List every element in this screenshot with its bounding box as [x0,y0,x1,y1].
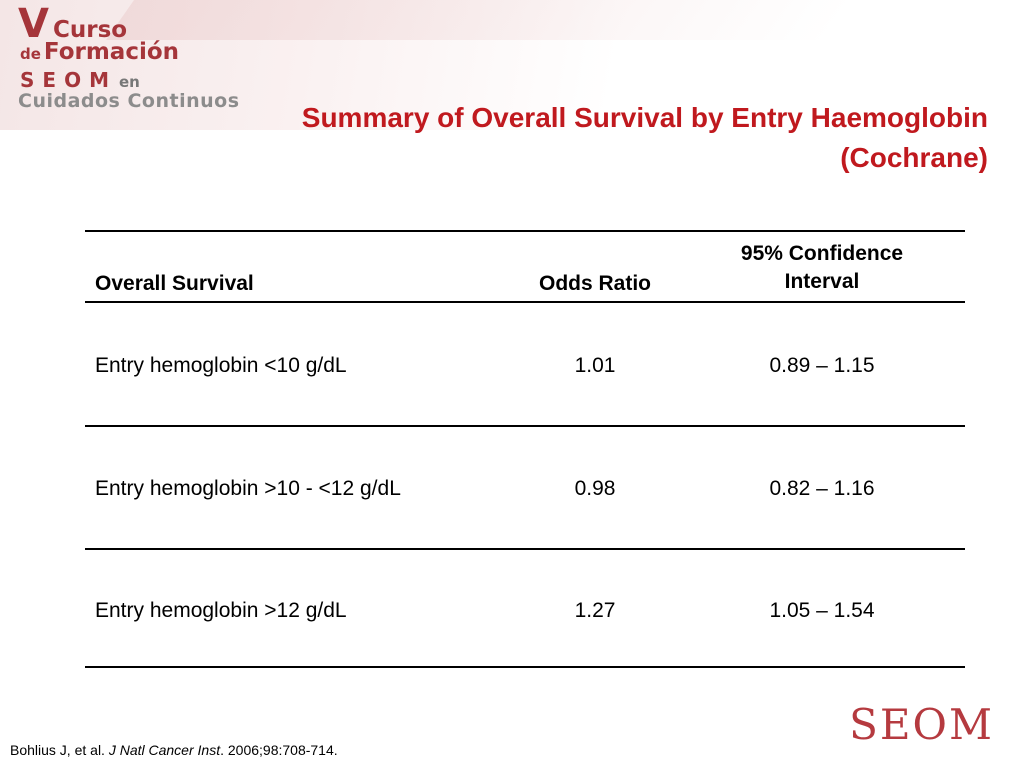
logo-roman-numeral: V [18,1,49,47]
logo-de: de [20,45,41,63]
header-overall-survival: Overall Survival [95,272,254,295]
logo-curso: Curso [52,17,128,43]
logo-line-4: Cuidados Continuos [18,90,240,112]
slide-title: Summary of Overall Survival by Entry Hae… [128,98,988,178]
citation-details: . 2006;98:708-714. [220,742,338,758]
row-3-ci: 1.05 – 1.54 [769,599,875,622]
row-1-ci: 0.89 – 1.15 [769,354,875,377]
row-3-label: Entry hemoglobin >12 g/dL [95,599,347,622]
citation: Bohlius J, et al. J Natl Cancer Inst. 20… [10,742,338,758]
table-rule-row-2 [85,548,965,550]
row-1-odds-ratio: 1.01 [574,354,616,377]
logo-formacion: Formación [43,39,180,65]
logo-en: en [118,73,140,91]
table-rule-row-1 [85,425,965,427]
table-rule-row-3 [85,666,965,668]
logo-line-1: V Curso [18,4,127,44]
table-rule-header [85,301,965,303]
header-confidence-interval: 95% Confidence Interval [740,242,904,293]
seom-logo: SEOM [849,700,994,749]
citation-journal: J Natl Cancer Inst [108,742,221,758]
slide-title-line-1: Summary of Overall Survival by Entry Hae… [301,102,988,133]
header-odds-ratio: Odds Ratio [538,272,651,295]
citation-authors: Bohlius J, et al. [10,742,109,758]
row-1-label: Entry hemoglobin <10 g/dL [95,354,347,377]
slide-title-line-2: (Cochrane) [840,142,988,173]
course-logo: V Curso de Formación SEOM en Cuidados Conti… [18,4,278,112]
row-2-label: Entry hemoglobin >10 - <12 g/dL [95,477,401,500]
logo-line-2: de Formación [20,39,179,65]
row-2-ci: 0.82 – 1.16 [769,477,875,500]
row-2-odds-ratio: 0.98 [574,477,616,500]
table-rule-top [85,230,965,232]
row-3-odds-ratio: 1.27 [574,599,616,622]
logo-seom-text: SEOM [20,68,117,92]
logo-line-3: SEOM en [20,68,140,92]
logo-cuidados: Cuidados Continuos [18,90,240,112]
